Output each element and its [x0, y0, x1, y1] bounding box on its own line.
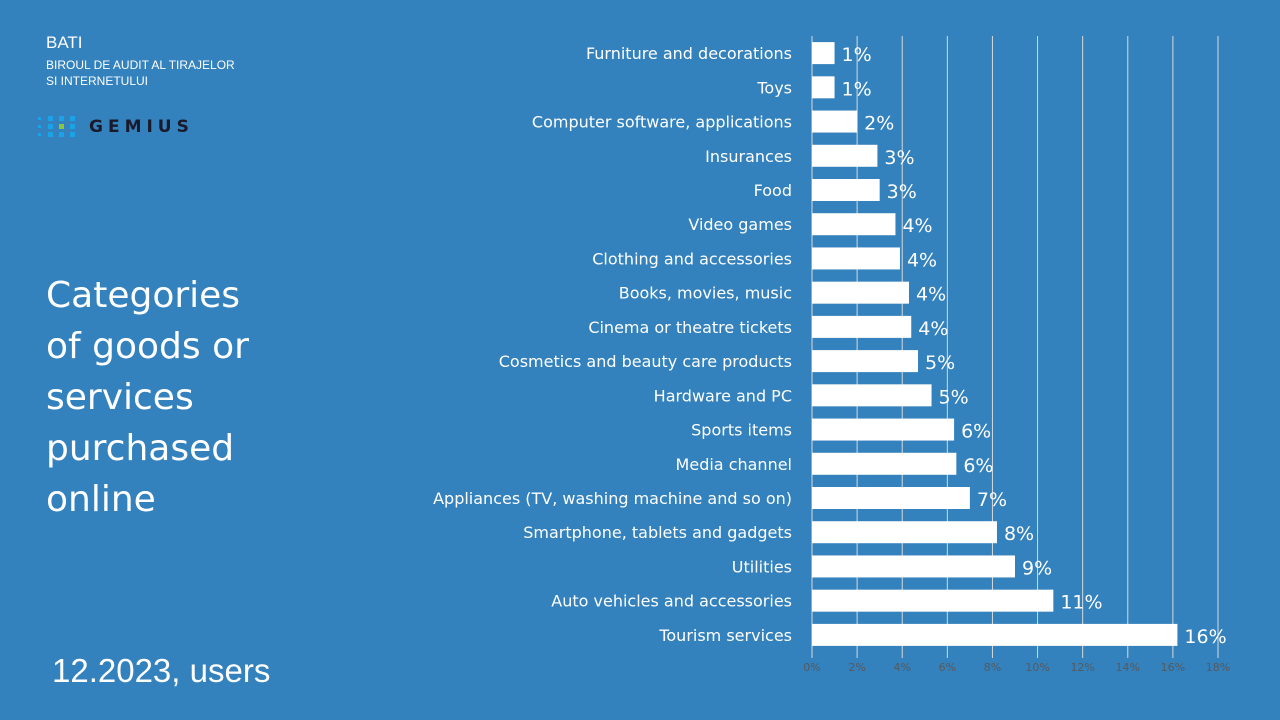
category-label: Tourism services	[658, 626, 792, 645]
data-label: 1%	[842, 78, 872, 100]
category-label: Food	[754, 181, 792, 200]
x-tick-label: 18%	[1206, 661, 1230, 674]
data-label: 3%	[887, 181, 917, 203]
data-label: 3%	[884, 147, 914, 169]
category-label: Smartphone, tablets and gadgets	[523, 523, 792, 542]
category-label: Computer software, applications	[532, 113, 792, 132]
bar	[812, 555, 1015, 578]
gemius-logo: GEMIUS	[37, 116, 194, 137]
bar	[812, 281, 909, 304]
x-tick-label: 10%	[1025, 661, 1049, 674]
logo-dots-icon	[37, 116, 75, 137]
x-tick-label: 12%	[1070, 661, 1094, 674]
logo-text: GEMIUS	[89, 116, 194, 137]
category-label: Auto vehicles and accessories	[551, 592, 792, 611]
org-block: BATI BIROUL DE AUDIT AL TIRAJELOR SI INTE…	[46, 33, 235, 89]
bar	[812, 42, 835, 65]
x-tick-label: 4%	[893, 661, 910, 674]
x-tick-label: 2%	[848, 661, 865, 674]
data-label: 4%	[907, 249, 937, 271]
bar	[812, 144, 878, 167]
bar	[812, 452, 957, 475]
bar	[812, 76, 835, 99]
category-label: Appliances (TV, washing machine and so o…	[433, 489, 792, 508]
bar	[812, 384, 932, 407]
data-label: 4%	[902, 215, 932, 237]
data-label: 2%	[864, 113, 894, 135]
data-label: 7%	[977, 489, 1007, 511]
category-label: Clothing and accessories	[592, 249, 792, 268]
bar	[812, 179, 880, 201]
x-tick-label: 14%	[1116, 661, 1140, 674]
org-line1: BIROUL DE AUDIT AL TIRAJELOR	[46, 58, 235, 72]
data-label: 4%	[918, 318, 948, 340]
data-label: 4%	[916, 284, 946, 306]
category-label: Sports items	[691, 421, 792, 440]
category-label: Video games	[688, 215, 792, 234]
data-label: 1%	[842, 44, 872, 66]
category-label: Insurances	[705, 147, 792, 166]
bar	[812, 315, 912, 338]
bar	[812, 418, 955, 441]
category-label: Cosmetics and beauty care products	[499, 352, 792, 371]
bar	[812, 589, 1054, 612]
data-label: 16%	[1184, 626, 1226, 648]
category-label: Media channel	[676, 455, 792, 474]
x-tick-label: 16%	[1161, 661, 1185, 674]
data-label: 5%	[939, 386, 969, 408]
category-label: Cinema or theatre tickets	[588, 318, 792, 337]
slide-title: Categories of goods or services purchase…	[46, 275, 249, 520]
category-label: Utilities	[732, 557, 792, 576]
data-label: 6%	[963, 455, 993, 477]
data-label: 9%	[1022, 557, 1052, 579]
footer-date: 12.2023, users	[52, 652, 271, 689]
category-label: Hardware and PC	[654, 386, 792, 405]
bar	[812, 623, 1178, 646]
x-tick-label: 0%	[803, 661, 820, 674]
category-label: Books, movies, music	[619, 284, 792, 303]
bar	[812, 213, 896, 236]
bar	[812, 110, 858, 133]
bar	[812, 487, 970, 509]
data-label: 11%	[1060, 592, 1102, 614]
bar	[812, 350, 919, 373]
org-name: BATI	[46, 33, 83, 52]
data-label: 5%	[925, 352, 955, 374]
data-label: 6%	[961, 421, 991, 443]
data-label: 8%	[1004, 523, 1034, 545]
category-label: Toys	[756, 78, 792, 97]
x-tick-label: 8%	[984, 661, 1001, 674]
org-full-name: BIROUL DE AUDIT AL TIRAJELOR SI INTERNETU…	[46, 57, 235, 89]
x-tick-label: 6%	[939, 661, 956, 674]
bar	[812, 521, 997, 544]
category-label: Furniture and decorations	[586, 44, 792, 63]
bar	[812, 247, 900, 270]
org-line2: SI INTERNETULUI	[46, 74, 149, 88]
